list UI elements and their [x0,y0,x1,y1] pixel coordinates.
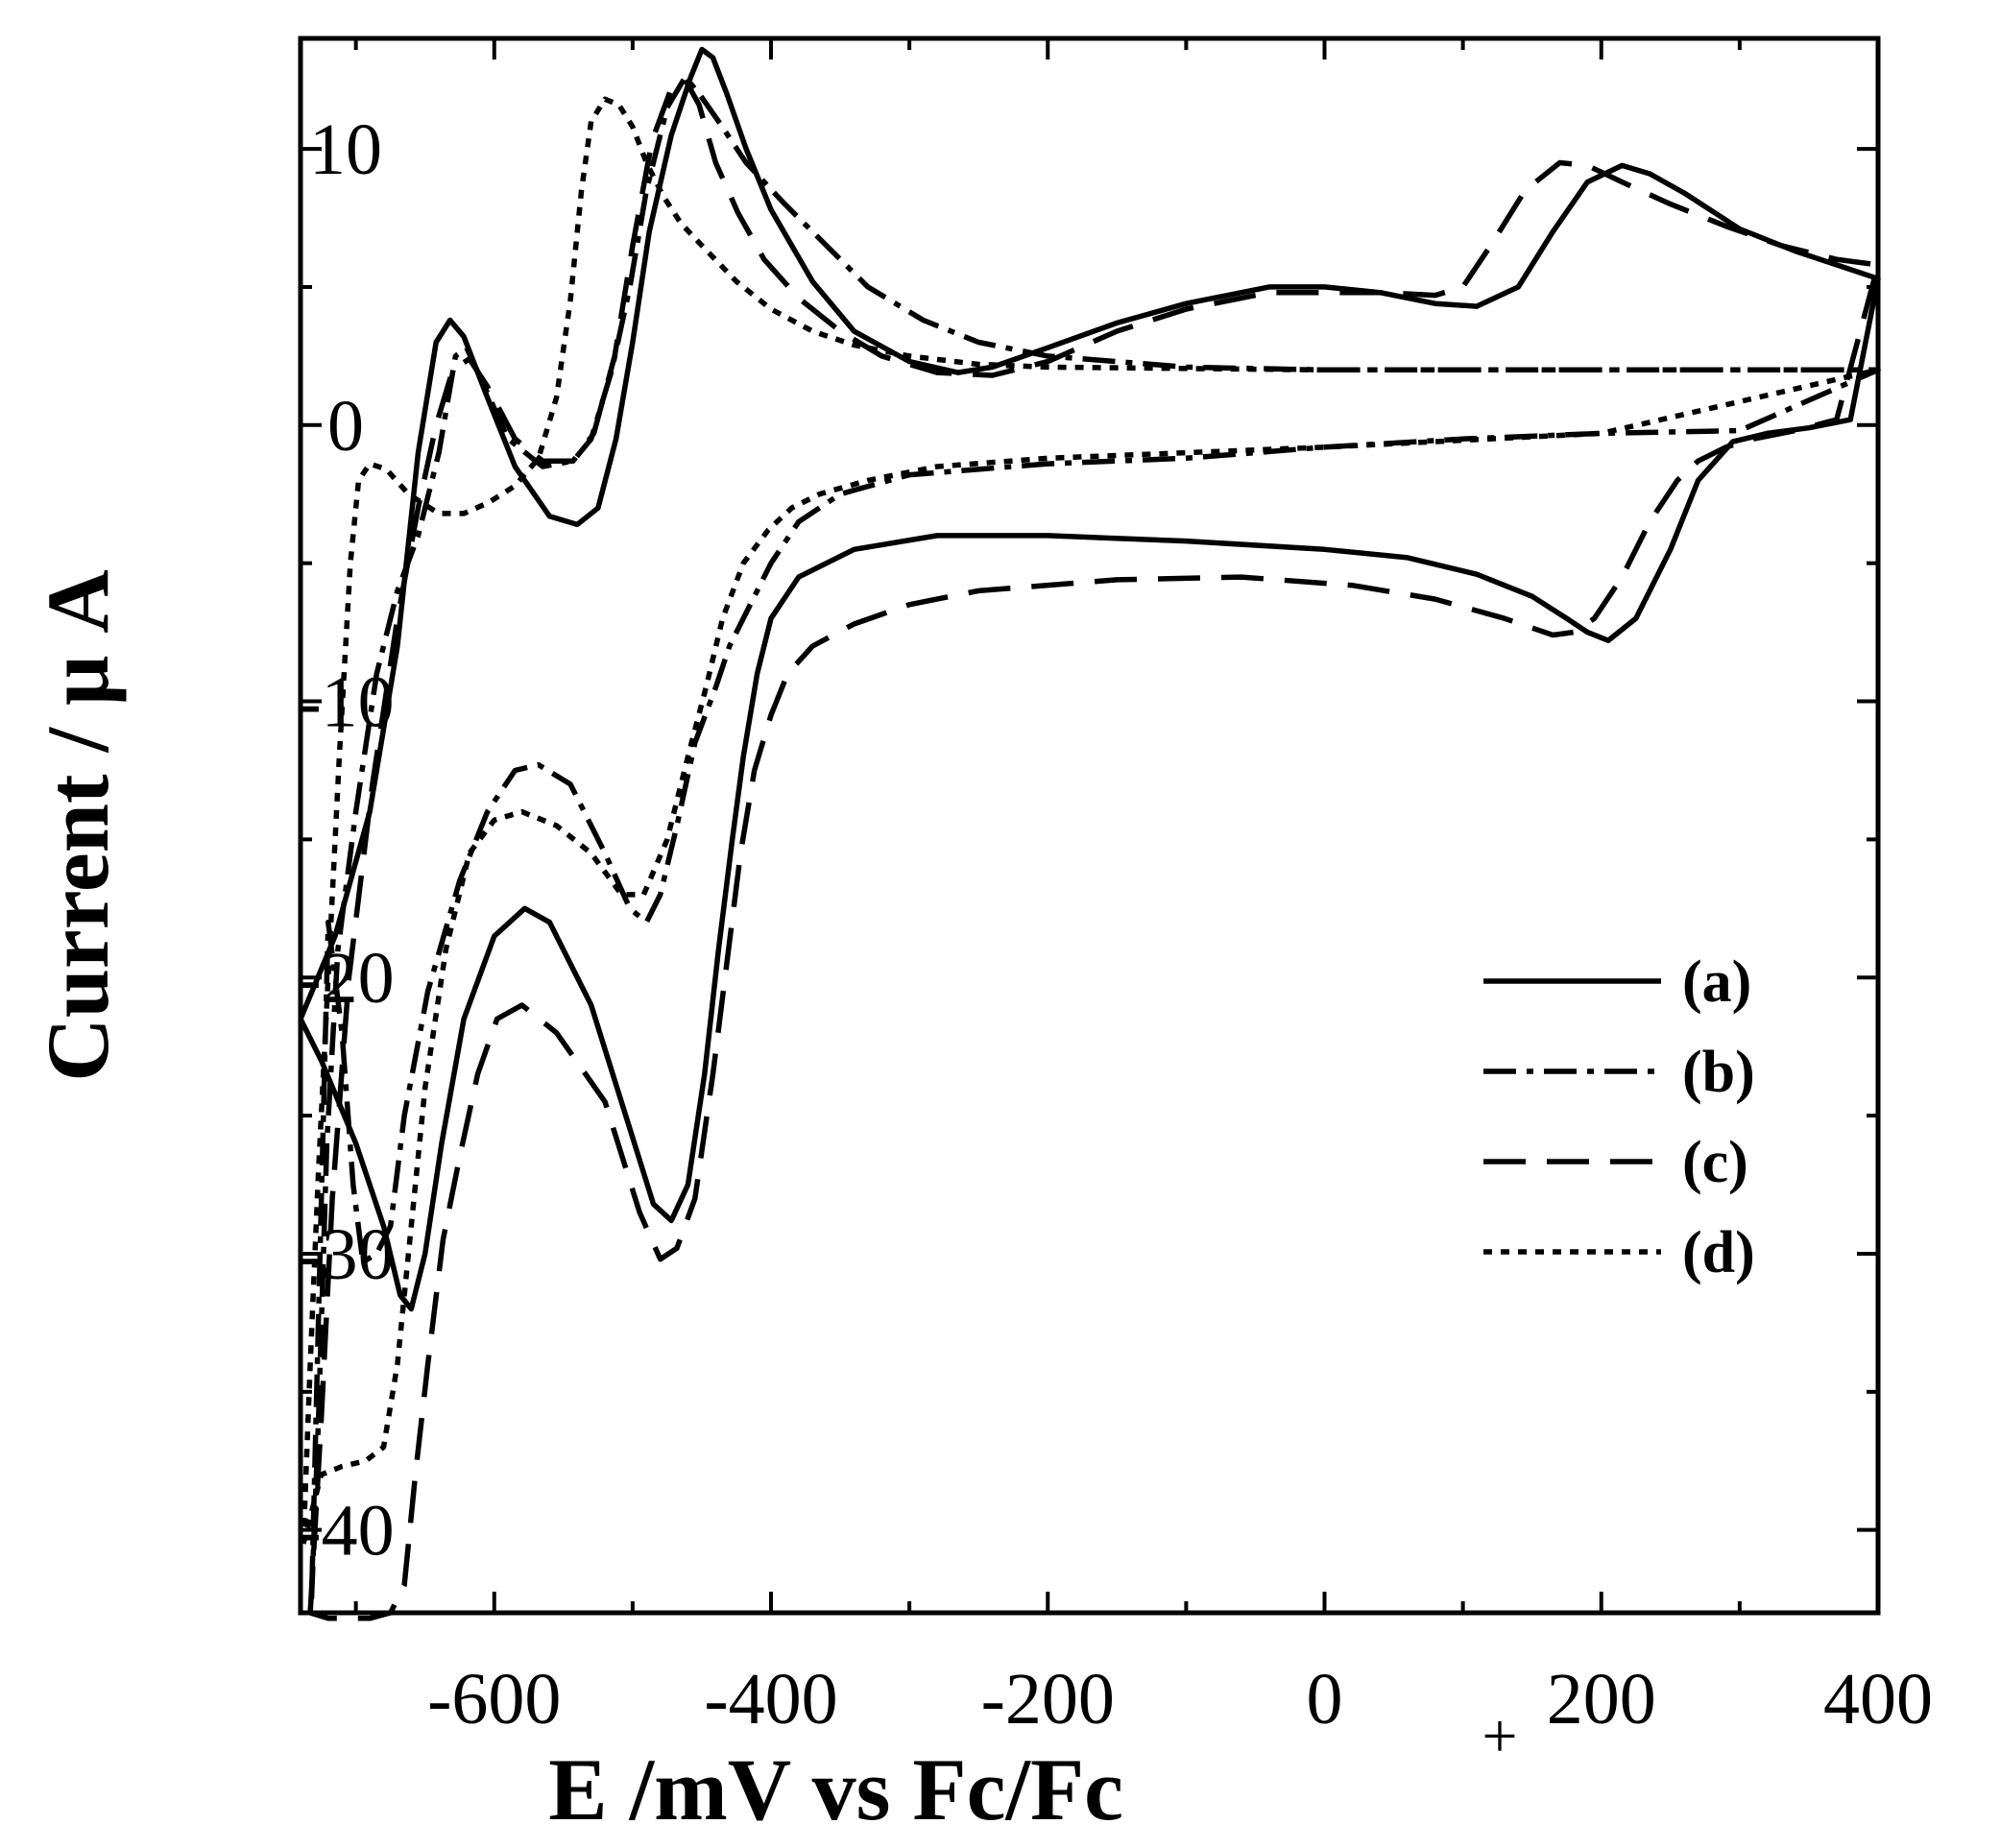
series-layer [298,46,1881,1621]
legend: (a) (b) (c) (d) [1483,949,1755,1285]
x-tick-label: 400 [1823,1659,1933,1740]
legend-label-d: (d) [1682,1220,1755,1285]
legend-label-c: (c) [1682,1130,1748,1195]
tick-layer: -600 -400 -200 0 200 400 10 0 -10 -20 -30 -40 [297,38,1933,1740]
y-tick-label: 0 [327,386,364,467]
legend-label-b: (b) [1682,1040,1755,1105]
series-curve-d [301,96,1881,1545]
y-axis-title: Current / μ A [29,569,127,1081]
y-tick-label: -40 [297,1491,394,1572]
series-curve-c [307,77,1881,1621]
x-axis-title-superscript: + [1482,1701,1517,1771]
y-tick-label: -20 [297,938,394,1019]
x-tick-label: 0 [1307,1659,1343,1740]
legend-label-a: (a) [1682,949,1751,1015]
y-tick-label: -10 [297,662,394,743]
x-tick-label: 200 [1547,1659,1656,1740]
x-axis-title: E /mV vs Fc/Fc [548,1740,1123,1838]
x-tick-label: -600 [427,1659,561,1740]
series-curve-a [298,46,1881,1312]
x-tick-label: -200 [981,1659,1115,1740]
y-tick-label: -30 [297,1214,394,1295]
x-tick-label: -400 [704,1659,837,1740]
plot-frame [298,36,1881,1616]
y-tick-label: 10 [309,109,382,190]
